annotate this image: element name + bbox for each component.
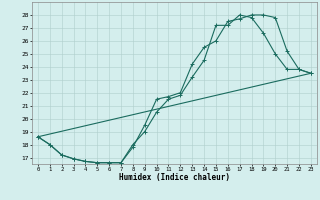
X-axis label: Humidex (Indice chaleur): Humidex (Indice chaleur) bbox=[119, 173, 230, 182]
